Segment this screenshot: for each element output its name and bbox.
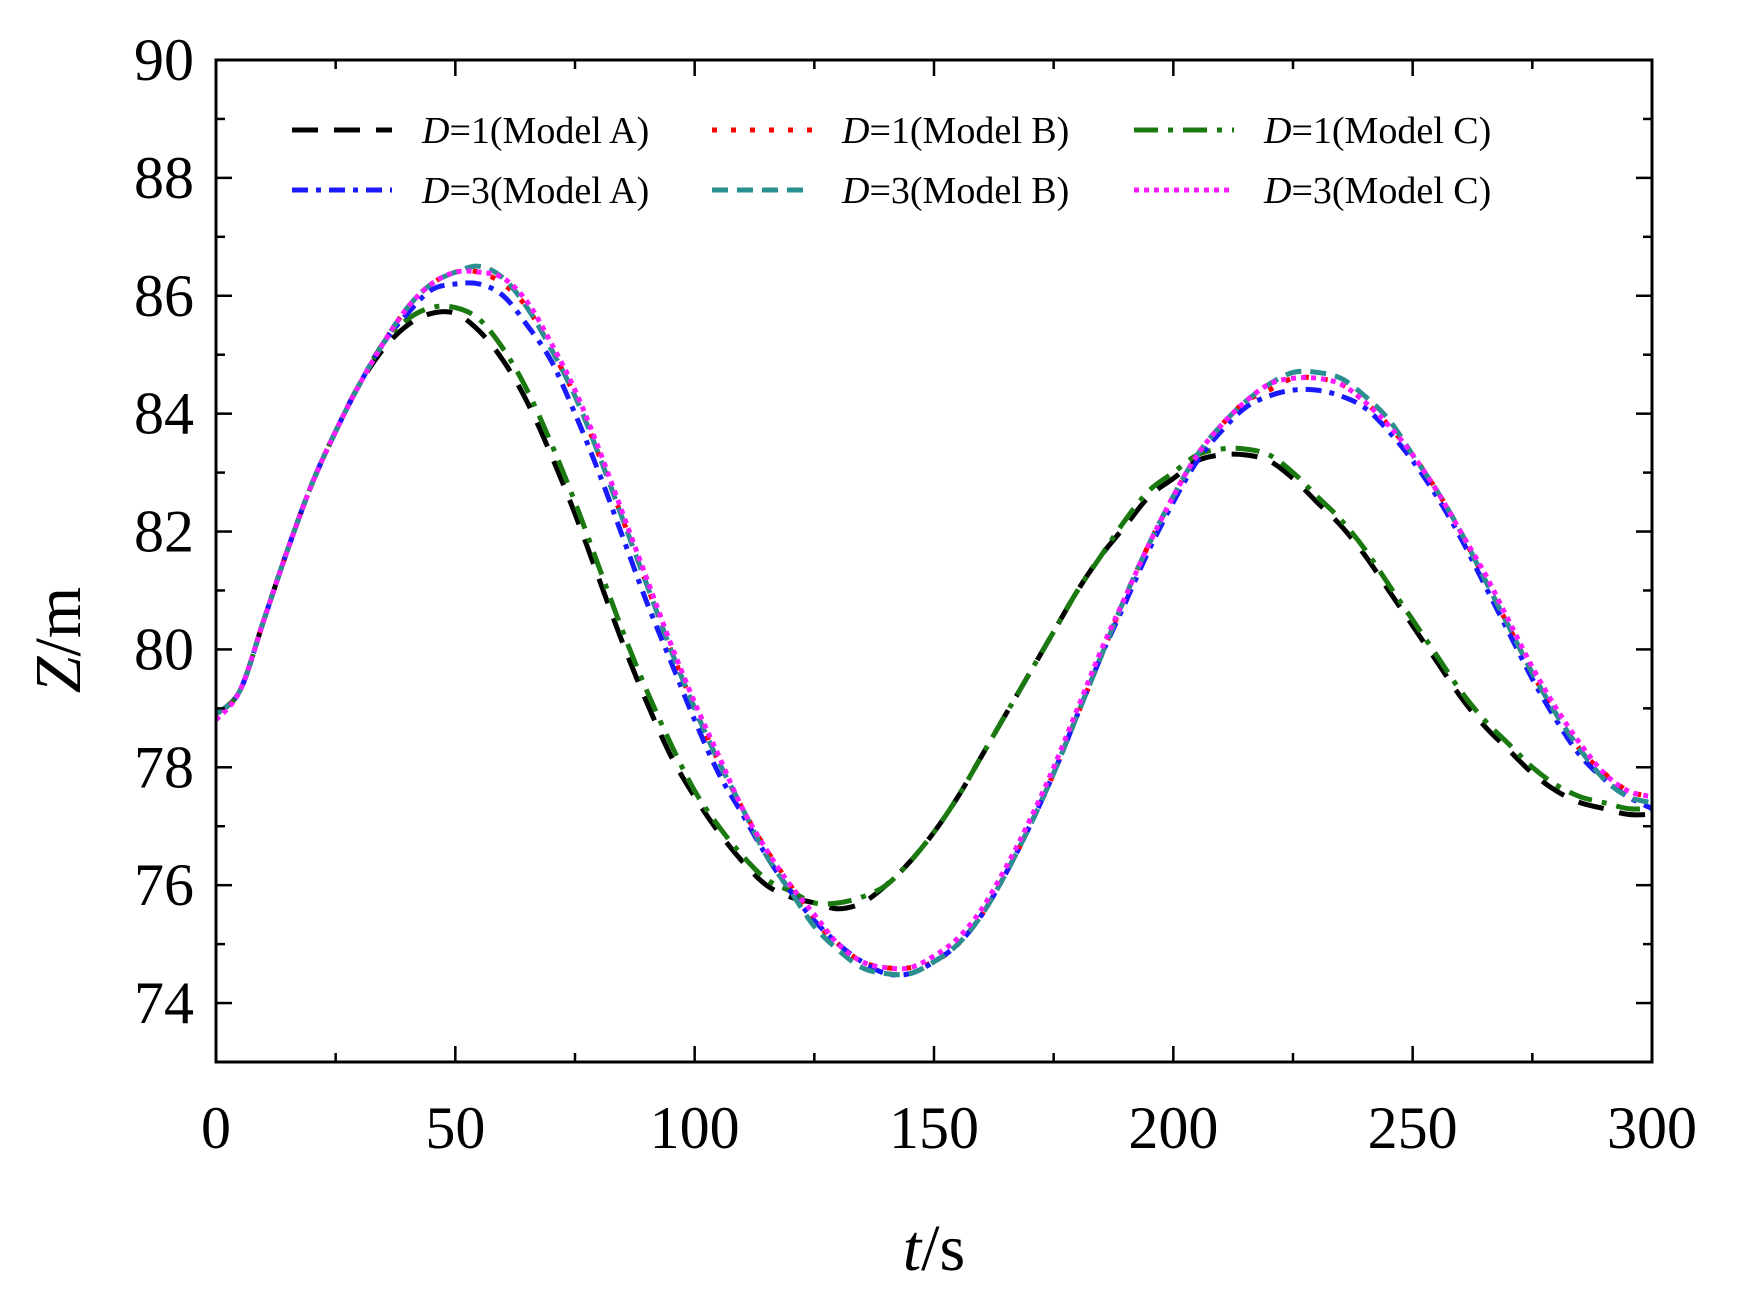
y-axis-unit: /m xyxy=(22,587,95,657)
legend-label-variable: D xyxy=(1263,110,1291,152)
legend-label-variable: D xyxy=(841,110,869,152)
y-tick-label: 86 xyxy=(134,263,194,329)
legend-label-rest: =3(Model C) xyxy=(1291,170,1491,212)
y-tick-label: 78 xyxy=(134,734,194,800)
legend-label-2: D=1(Model B) xyxy=(841,110,1069,152)
y-tick-label: 80 xyxy=(134,616,194,682)
legend-label-3: D=1(Model C) xyxy=(1263,110,1491,152)
legend-label-rest: =1(Model C) xyxy=(1291,110,1491,152)
x-tick-label: 250 xyxy=(1368,1095,1458,1161)
series-line-3 xyxy=(216,303,1652,907)
y-axis-variable: Z xyxy=(22,655,95,693)
legend-label-rest: =3(Model B) xyxy=(869,170,1069,212)
legend-label-variable: D xyxy=(841,170,869,212)
x-axis-title: t/s xyxy=(903,1212,965,1285)
x-tick-label: 150 xyxy=(889,1095,979,1161)
x-axis-unit: /s xyxy=(921,1212,965,1285)
series-line-4 xyxy=(216,280,1652,978)
x-tick-label: 0 xyxy=(201,1095,231,1161)
legend-label-variable: D xyxy=(421,110,449,152)
series-line-1 xyxy=(216,309,1652,912)
legend-label-1: D=1(Model A) xyxy=(421,110,649,152)
x-tick-label: 200 xyxy=(1128,1095,1218,1161)
y-tick-label: 84 xyxy=(134,381,194,447)
legend: D=1(Model A) D=1(Model B) D=1(Model C)D=3(… xyxy=(292,110,1491,212)
x-axis-variable: t xyxy=(903,1212,923,1285)
y-axis-title: Z/m xyxy=(22,587,95,693)
y-tick-label: 76 xyxy=(134,852,194,918)
x-tick-label: 300 xyxy=(1607,1095,1697,1161)
series-line-6 xyxy=(216,268,1652,972)
legend-label-6: D=3(Model C) xyxy=(1263,170,1491,212)
x-tick-label: 50 xyxy=(425,1095,485,1161)
legend-label-rest: =1(Model A) xyxy=(449,110,649,152)
legend-label-5: D=3(Model B) xyxy=(841,170,1069,212)
series-layer xyxy=(216,263,1652,978)
x-tick-label: 100 xyxy=(650,1095,740,1161)
legend-label-rest: =1(Model B) xyxy=(869,110,1069,152)
legend-label-rest: =3(Model A) xyxy=(449,170,649,212)
y-tick-label: 74 xyxy=(134,970,194,1036)
legend-label-variable: D xyxy=(421,170,449,212)
legend-label-4: D=3(Model A) xyxy=(421,170,649,212)
y-tick-label: 82 xyxy=(134,499,194,565)
y-tick-label: 88 xyxy=(134,145,194,211)
legend-label-variable: D xyxy=(1263,170,1291,212)
y-tick-label: 90 xyxy=(134,27,194,93)
ticks-layer: 0 50 100 150 200 250 300 74 76 78 80 82 84 86 88 90 xyxy=(134,27,1697,1161)
